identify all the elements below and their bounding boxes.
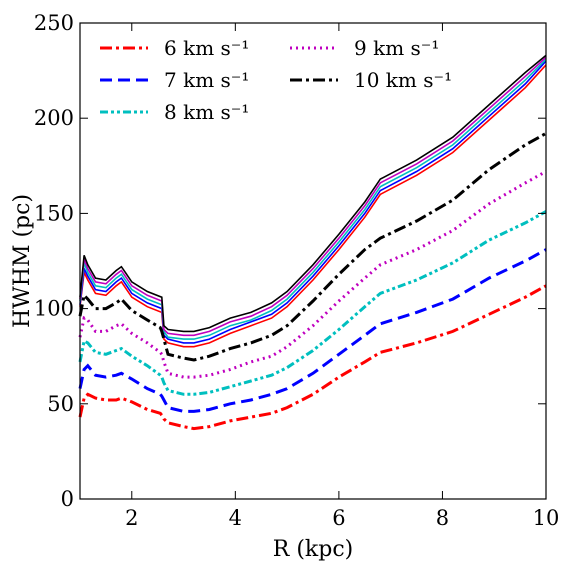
legend: 6 km s⁻¹ 7 km s⁻¹ 8 km s⁻¹ 9 km s⁻¹ 10 km s⁻… bbox=[100, 36, 452, 124]
x-axis-label: R (kpc) bbox=[273, 537, 353, 562]
lines-layer bbox=[78, 54, 547, 431]
y-tick-label: 0 bbox=[61, 487, 74, 511]
plot-frame bbox=[79, 22, 547, 500]
legend-label: 8 km s⁻¹ bbox=[164, 100, 249, 124]
legend-label: 10 km s⁻¹ bbox=[354, 68, 452, 92]
solid-line-2 bbox=[79, 60, 547, 344]
y-axis-label: HWHM (pc) bbox=[10, 194, 35, 328]
legend-label: 7 km s⁻¹ bbox=[164, 68, 249, 92]
solid-line-1 bbox=[79, 64, 547, 348]
series-line-4 bbox=[78, 170, 547, 379]
x-tick-label: 6 bbox=[332, 506, 345, 530]
series-line-1 bbox=[78, 284, 547, 431]
solid-line-5 bbox=[79, 54, 547, 333]
y-tick-label: 50 bbox=[47, 392, 74, 416]
series-line-5 bbox=[78, 132, 547, 362]
y-tick-label: 150 bbox=[34, 201, 74, 225]
y-tick-label: 250 bbox=[34, 11, 74, 35]
legend-label: 9 km s⁻¹ bbox=[354, 36, 439, 60]
y-tick-label: 100 bbox=[34, 297, 74, 321]
solid-line-4 bbox=[79, 56, 547, 337]
x-tick-label: 4 bbox=[229, 506, 242, 530]
series-line-3 bbox=[78, 210, 547, 396]
y-tick-label: 200 bbox=[34, 106, 74, 130]
x-tick-label: 8 bbox=[436, 506, 449, 530]
x-tick-label: 10 bbox=[533, 506, 560, 530]
solid-line-3 bbox=[79, 58, 547, 340]
series-line-2 bbox=[78, 248, 547, 413]
legend-label: 6 km s⁻¹ bbox=[164, 36, 249, 60]
x-tick-label: 2 bbox=[125, 506, 138, 530]
